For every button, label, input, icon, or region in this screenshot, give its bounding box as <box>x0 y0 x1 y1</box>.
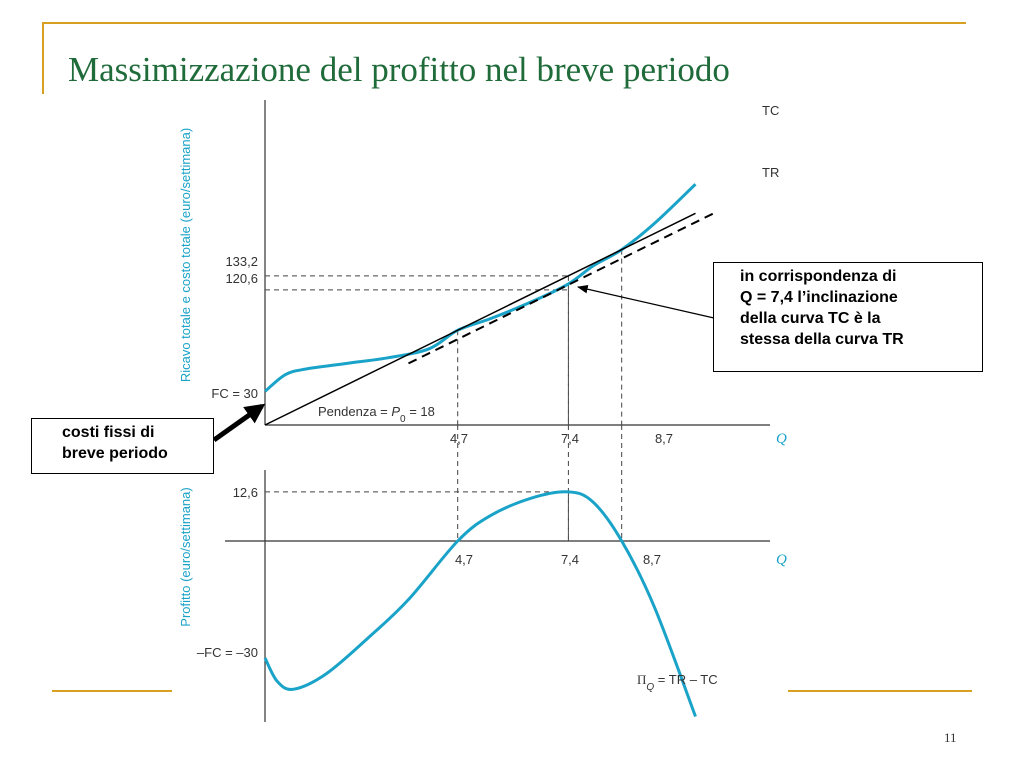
footer-rule-right <box>788 690 972 692</box>
top-x-axis-label: Q <box>776 431 787 447</box>
page-number: 11 <box>944 730 957 745</box>
x-tick-8-7-bottom: 8,7 <box>643 552 661 567</box>
slope-label: Pendenza = P0 = 18 <box>318 404 435 425</box>
x-tick-7-4-bottom: 7,4 <box>561 552 579 567</box>
slide-title: Massimizzazione del profitto nel breve p… <box>68 50 730 89</box>
fc-label: FC = 30 <box>211 386 258 401</box>
callout-fixed-cost-note: costi fissi di breve periodo <box>31 418 214 474</box>
callout-line: della curva TC è la <box>740 310 881 327</box>
top-y-axis-title: Ricavo totale e costo totale (euro/setti… <box>178 128 193 382</box>
y-tick-133-2: 133,2 <box>225 254 258 269</box>
frame-left-rule <box>42 22 44 94</box>
x-tick-4-7-bottom: 4,7 <box>455 552 473 567</box>
top-guide-lines <box>265 249 623 425</box>
profit-series-label: ΠQ = TR – TC <box>637 672 718 693</box>
top-chart: TC TR 133,2 120,6 FC = 30 4,7 7,4 8,7 Q … <box>178 100 787 447</box>
callout-line: Q = 7,4 l’inclinazione <box>740 289 898 306</box>
callout-arrow-fixed-cost <box>212 403 266 443</box>
callout-line: in corrispondenza di <box>740 268 897 285</box>
y-tick-120-6: 120,6 <box>225 271 258 286</box>
tr-label: TR <box>762 165 779 180</box>
y-tick-12-6: 12,6 <box>233 485 258 500</box>
callout-line: stessa della curva TR <box>740 331 904 348</box>
y-tick-minus-fc: –FC = –30 <box>197 645 258 660</box>
callout-arrow-tangent <box>576 284 715 319</box>
footer-rule-left <box>52 690 172 692</box>
series-tc-curve <box>264 183 697 393</box>
callout-line: costi fissi di <box>62 424 155 441</box>
frame-top-rule <box>42 22 966 24</box>
x-tick-7-4: 7,4 <box>561 431 579 446</box>
series-tr-line <box>264 212 696 426</box>
callout-tangent-note: in corrispondenza di Q = 7,4 l’inclinazi… <box>713 262 983 372</box>
callout-line: breve periodo <box>62 445 168 462</box>
bottom-y-axis-title: Profitto (euro/settimana) <box>178 487 193 626</box>
series-profit-curve <box>263 490 697 718</box>
bottom-x-axis-label: Q <box>776 552 787 568</box>
tangent-dashed-line <box>408 211 717 365</box>
tc-label: TC <box>762 103 779 118</box>
bottom-guide-lines <box>265 425 623 541</box>
x-tick-4-7: 4,7 <box>450 431 468 446</box>
bottom-chart: 12,6 –FC = –30 4,7 7,4 8,7 Q ΠQ = TR – T… <box>178 425 787 722</box>
x-tick-8-7: 8,7 <box>655 431 673 446</box>
